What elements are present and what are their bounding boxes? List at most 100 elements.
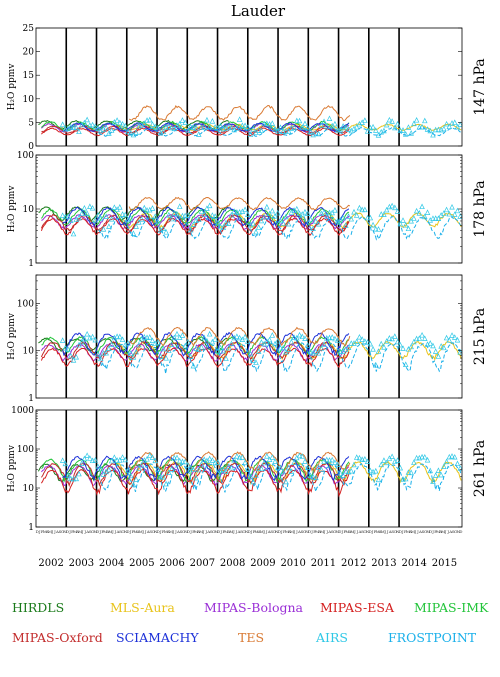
- data-point-airs: [127, 214, 134, 221]
- legend: HIRDLS MLS-Aura MIPAS-Bologna MIPAS-ESA MIPA…: [12, 600, 489, 645]
- data-point-airs: [117, 457, 123, 463]
- data-point-airs: [441, 344, 447, 351]
- data-point-airs: [171, 210, 178, 216]
- data-point-airs: [215, 459, 221, 465]
- data-point-airs: [215, 347, 221, 354]
- data-point-airs: [296, 117, 303, 124]
- data-point-airs: [70, 357, 77, 363]
- data-point-airs: [160, 225, 167, 231]
- data-point-airs: [408, 343, 414, 350]
- data-point-airs: [73, 475, 80, 482]
- data-point-airs: [299, 124, 306, 130]
- data-point-airs: [84, 452, 90, 459]
- data-point-airs: [348, 467, 355, 474]
- month-tick-label: N: [245, 529, 249, 534]
- data-point-airs: [432, 126, 439, 133]
- month-tick-label: A: [75, 529, 79, 534]
- data-point-airs: [163, 354, 169, 361]
- year-label: 2002: [38, 558, 63, 569]
- month-tick-label: A: [257, 529, 261, 534]
- month-tick-label: J: [204, 529, 207, 534]
- data-point-airs: [307, 216, 314, 222]
- data-point-airs: [179, 117, 186, 123]
- data-point-airs: [443, 458, 450, 465]
- data-point-airs: [136, 465, 142, 471]
- month-tick-label: O: [182, 529, 186, 534]
- data-point-airs: [225, 344, 232, 351]
- data-point-airs: [277, 124, 284, 130]
- year-label: 2003: [69, 558, 94, 569]
- month-tick-label: O: [121, 529, 125, 534]
- data-point-airs: [133, 476, 139, 482]
- data-point-airs: [283, 128, 289, 134]
- data-point-airs: [427, 340, 433, 346]
- month-tick-label: J: [341, 529, 344, 534]
- month-tick-label: M: [285, 529, 289, 534]
- month-tick-label: A: [418, 529, 422, 534]
- month-tick-label: J: [220, 529, 223, 534]
- month-tick-label: A: [378, 529, 382, 534]
- month-tick-label: O: [394, 529, 398, 534]
- data-point-airs: [89, 121, 96, 128]
- data-point-airs: [146, 334, 153, 340]
- data-point-airs: [397, 464, 404, 471]
- month-tick-label: A: [347, 529, 351, 534]
- month-tick-label: J: [189, 529, 192, 534]
- data-point-airs: [62, 344, 69, 351]
- data-point-airs: [383, 121, 390, 128]
- panel-4: 1 10 100 1000 H₂O ppmv 261 hPa: [7, 406, 488, 533]
- legend-entry-mipas-esa: MIPAS-ESA: [320, 600, 395, 615]
- month-tick-label: J: [416, 529, 419, 534]
- data-point-airs: [220, 224, 227, 230]
- data-point-airs: [234, 453, 240, 459]
- month-tick-label: M: [134, 529, 138, 534]
- data-point-airs: [255, 224, 262, 230]
- data-point-airs: [206, 455, 213, 462]
- data-point-airs: [258, 217, 265, 224]
- series-line-mipas-oxford: [41, 124, 350, 134]
- month-tick-label: A: [136, 529, 140, 534]
- data-point-airs: [133, 223, 139, 229]
- data-point-airs: [274, 337, 281, 344]
- month-tick-label: F: [253, 529, 256, 534]
- year-label: 2011: [311, 558, 336, 569]
- data-point-airs: [381, 211, 387, 217]
- month-tick-label: F: [71, 529, 74, 534]
- month-tick-label: A: [115, 529, 119, 534]
- data-point-airs: [364, 128, 371, 134]
- month-tick-label: M: [164, 529, 168, 534]
- month-tick-label: A: [55, 529, 59, 534]
- month-tick-label: D: [66, 529, 69, 534]
- data-point-airs: [323, 213, 330, 220]
- data-point-airs: [261, 459, 267, 466]
- data-point-airs: [152, 213, 158, 219]
- data-point-airs: [242, 459, 248, 466]
- data-point-airs: [253, 472, 259, 478]
- data-point-airs: [247, 350, 254, 357]
- data-point-airs: [122, 122, 129, 129]
- series-group: [38, 104, 462, 138]
- data-point-airs: [408, 469, 414, 476]
- data-point-airs: [449, 203, 455, 210]
- data-point-airs: [242, 122, 248, 129]
- data-point-airs: [288, 338, 295, 345]
- data-point-airs: [92, 216, 99, 223]
- data-point-airs: [193, 345, 199, 352]
- data-point-airs: [280, 344, 286, 351]
- data-point-airs: [375, 476, 382, 483]
- month-tick-label: J: [325, 529, 328, 534]
- year-label: 2010: [280, 558, 305, 569]
- data-point-airs: [62, 213, 69, 220]
- data-point-airs: [318, 122, 325, 129]
- month-tick-label: S: [422, 529, 425, 534]
- data-point-airs: [332, 459, 338, 465]
- data-point-airs: [190, 466, 197, 473]
- data-point-airs: [59, 121, 66, 127]
- data-point-airs: [146, 116, 153, 123]
- data-point-airs: [362, 338, 368, 344]
- month-tick-label: D: [157, 529, 160, 534]
- data-point-airs: [152, 457, 158, 464]
- series-line-mipas-bologna: [41, 464, 350, 487]
- data-point-airs: [250, 220, 257, 227]
